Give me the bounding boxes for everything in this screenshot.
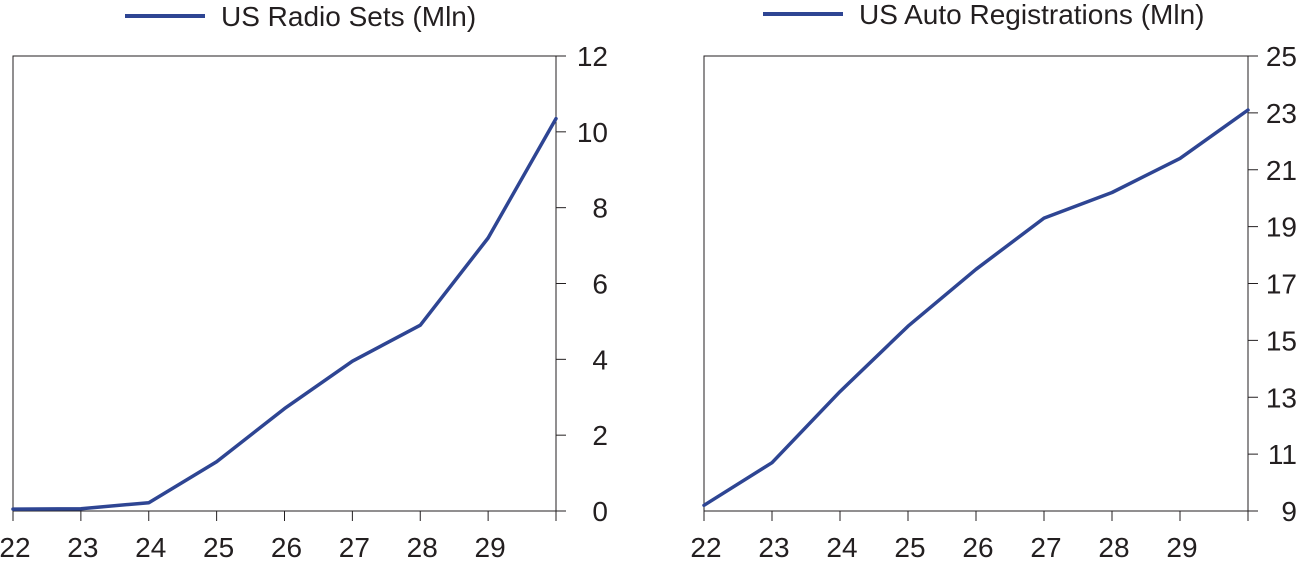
chart2-y-tick-label: 17	[1266, 269, 1297, 300]
chart2-y-tick-label: 11	[1268, 439, 1297, 470]
chart2-y-tick-label: 21	[1266, 155, 1297, 186]
chart2-y-tick-label: 25	[1266, 41, 1297, 72]
chart1-x-tick-label: 29	[475, 532, 506, 563]
chart1-y-tick-label: 2	[592, 420, 608, 451]
chart2-y-tick-label: 9	[1281, 496, 1297, 527]
chart1-y-tick-label: 6	[592, 269, 608, 300]
chart2-x-tick-label: 23	[758, 532, 789, 563]
chart2-x-tick-label: 26	[962, 532, 993, 563]
chart2-x-tick-label: 24	[826, 532, 857, 563]
chart1-x-tick-label: 22	[0, 532, 31, 563]
chart1-y-tick-label: 4	[592, 344, 608, 375]
chart2-legend-label: US Auto Registrations (Mln)	[859, 0, 1204, 30]
chart1-y-tick-label: 0	[592, 496, 608, 527]
chart2-y-tick-label: 13	[1266, 382, 1297, 413]
chart2-y-tick-label: 15	[1266, 325, 1297, 356]
chart1-x-tick-label: 27	[339, 532, 370, 563]
chart1-x-tick-label: 25	[203, 532, 234, 563]
chart1-x-tick-label: 28	[407, 532, 438, 563]
chart2: 22 23 24 25 26 27 28 29 9 11 13 15 17 19 21 23 25 US Auto…	[690, 0, 1297, 563]
chart1-y-tick-label: 12	[577, 41, 608, 72]
chart2-x-tick-label: 29	[1166, 532, 1197, 563]
chart1-y-tick-label: 10	[577, 117, 608, 148]
chart1-legend-label: US Radio Sets (Mln)	[221, 1, 476, 32]
chart1-plot-frame	[12, 55, 557, 512]
chart1-series-line	[11, 116, 558, 511]
chart2-series-line	[702, 108, 1250, 508]
chart1-x-tick-label: 23	[67, 532, 98, 563]
chart1-x-tick-label: 26	[271, 532, 302, 563]
chart2-x-tick-label: 22	[690, 532, 721, 563]
chart2-x-tick-label: 28	[1098, 532, 1129, 563]
chart1-x-tick-label: 24	[135, 532, 166, 563]
chart1-y-tick-label: 8	[592, 193, 608, 224]
chart2-y-tick-label: 23	[1266, 98, 1297, 129]
chart2-plot-frame	[703, 55, 1249, 512]
chart2-y-tick-label: 19	[1266, 212, 1297, 243]
chart2-x-tick-label: 25	[894, 532, 925, 563]
chart2-x-tick-label: 27	[1030, 532, 1061, 563]
